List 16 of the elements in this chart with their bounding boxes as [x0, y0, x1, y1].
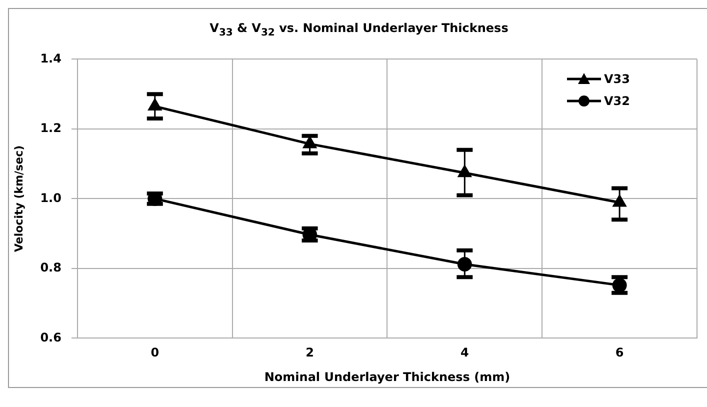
- x-tick-label: 0: [150, 346, 160, 360]
- y-tick-label: 0.6: [40, 330, 62, 345]
- point: [457, 257, 472, 272]
- x-tick-label: 6: [615, 346, 624, 360]
- y-axis-title: Velocity (km/sec): [12, 146, 26, 252]
- y-tick-label: 1.4: [40, 52, 62, 66]
- x-tick-label: 2: [306, 346, 314, 360]
- x-tick-label: 4: [460, 346, 469, 360]
- point: [613, 196, 626, 208]
- chart-title: V$_{33}$ & V$_{32}$ vs. Nominal Underlayer Thickness: [208, 20, 510, 40]
- y-tick-label: 1.0: [40, 191, 62, 206]
- legend-label: V32: [604, 93, 630, 110]
- legend-label: V33: [604, 71, 630, 88]
- y-tick-label: 1.2: [40, 121, 62, 136]
- y-tick-label: 0.8: [40, 260, 62, 275]
- x-axis-title: Nominal Underlayer Thickness (mm): [264, 370, 510, 384]
